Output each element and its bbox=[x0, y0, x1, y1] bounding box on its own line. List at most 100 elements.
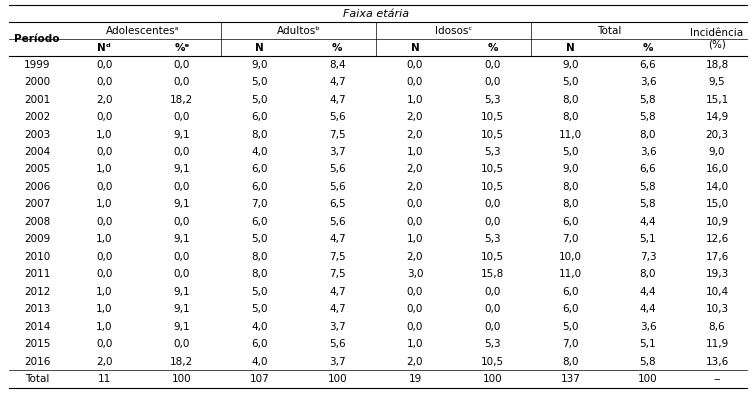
Text: 11,0: 11,0 bbox=[559, 130, 582, 140]
Text: 5,3: 5,3 bbox=[485, 95, 501, 105]
Text: 100: 100 bbox=[483, 374, 503, 384]
Text: 10,0: 10,0 bbox=[559, 252, 582, 262]
Text: 100: 100 bbox=[327, 374, 347, 384]
Text: 8,6: 8,6 bbox=[708, 321, 725, 332]
Text: 7,5: 7,5 bbox=[329, 252, 345, 262]
Text: 5,6: 5,6 bbox=[329, 339, 345, 349]
Text: Total: Total bbox=[25, 374, 49, 384]
Text: 15,0: 15,0 bbox=[705, 199, 729, 209]
Text: %ᵉ: %ᵉ bbox=[174, 42, 190, 53]
Text: 6,0: 6,0 bbox=[251, 182, 268, 192]
Text: 2,0: 2,0 bbox=[407, 182, 423, 192]
Text: 2001: 2001 bbox=[24, 95, 51, 105]
Text: 3,7: 3,7 bbox=[329, 356, 345, 367]
Text: 5,6: 5,6 bbox=[329, 112, 345, 122]
Text: 4,4: 4,4 bbox=[640, 217, 656, 227]
Text: 8,0: 8,0 bbox=[640, 269, 656, 279]
Text: 11,0: 11,0 bbox=[559, 269, 582, 279]
Text: 0,0: 0,0 bbox=[174, 147, 190, 157]
Text: 0,0: 0,0 bbox=[174, 60, 190, 70]
Text: 0,0: 0,0 bbox=[174, 182, 190, 192]
Text: 7,0: 7,0 bbox=[562, 234, 578, 244]
Text: 2004: 2004 bbox=[24, 147, 51, 157]
Text: 9,1: 9,1 bbox=[174, 234, 191, 244]
Text: 1,0: 1,0 bbox=[96, 130, 113, 140]
Text: N: N bbox=[566, 42, 575, 53]
Text: 5,0: 5,0 bbox=[251, 77, 268, 87]
Text: 2007: 2007 bbox=[24, 199, 51, 209]
Text: 0,0: 0,0 bbox=[174, 252, 190, 262]
Text: 10,3: 10,3 bbox=[705, 304, 729, 314]
Text: 11,9: 11,9 bbox=[705, 339, 729, 349]
Text: 12,6: 12,6 bbox=[705, 234, 729, 244]
Text: 0,0: 0,0 bbox=[174, 339, 190, 349]
Text: 0,0: 0,0 bbox=[485, 287, 500, 297]
Text: 0,0: 0,0 bbox=[407, 287, 423, 297]
Text: 5,8: 5,8 bbox=[640, 182, 656, 192]
Text: 0,0: 0,0 bbox=[96, 339, 113, 349]
Text: 0,0: 0,0 bbox=[96, 60, 113, 70]
Text: 7,0: 7,0 bbox=[562, 339, 578, 349]
Text: 6,0: 6,0 bbox=[562, 217, 578, 227]
Text: 0,0: 0,0 bbox=[174, 217, 190, 227]
Text: 100: 100 bbox=[172, 374, 192, 384]
Text: 8,0: 8,0 bbox=[562, 199, 578, 209]
Text: 9,1: 9,1 bbox=[174, 199, 191, 209]
Text: 137: 137 bbox=[560, 374, 581, 384]
Text: 5,8: 5,8 bbox=[640, 356, 656, 367]
Text: 0,0: 0,0 bbox=[407, 199, 423, 209]
Text: 1,0: 1,0 bbox=[96, 287, 113, 297]
Text: 10,4: 10,4 bbox=[705, 287, 729, 297]
Text: 3,6: 3,6 bbox=[640, 321, 656, 332]
Text: 1,0: 1,0 bbox=[407, 95, 423, 105]
Text: 17,6: 17,6 bbox=[705, 252, 729, 262]
Text: 9,1: 9,1 bbox=[174, 287, 191, 297]
Text: 1,0: 1,0 bbox=[407, 234, 423, 244]
Text: 1,0: 1,0 bbox=[96, 234, 113, 244]
Text: 3,7: 3,7 bbox=[329, 321, 345, 332]
Text: 8,0: 8,0 bbox=[562, 95, 578, 105]
Text: 0,0: 0,0 bbox=[485, 321, 500, 332]
Text: 15,1: 15,1 bbox=[705, 95, 729, 105]
Text: 18,8: 18,8 bbox=[705, 60, 729, 70]
Text: 5,3: 5,3 bbox=[485, 147, 501, 157]
Text: 0,0: 0,0 bbox=[174, 269, 190, 279]
Text: 2013: 2013 bbox=[24, 304, 51, 314]
Text: 0,0: 0,0 bbox=[407, 77, 423, 87]
Text: 0,0: 0,0 bbox=[407, 321, 423, 332]
Text: 10,5: 10,5 bbox=[481, 252, 504, 262]
Text: 3,6: 3,6 bbox=[640, 147, 656, 157]
Text: 18,2: 18,2 bbox=[170, 95, 194, 105]
Text: Período: Período bbox=[14, 34, 60, 44]
Text: 100: 100 bbox=[638, 374, 658, 384]
Text: 0,0: 0,0 bbox=[485, 217, 500, 227]
Text: 2,0: 2,0 bbox=[407, 356, 423, 367]
Text: 5,3: 5,3 bbox=[485, 339, 501, 349]
Text: Nᵈ: Nᵈ bbox=[98, 42, 111, 53]
Text: 0,0: 0,0 bbox=[485, 77, 500, 87]
Text: Total: Total bbox=[597, 26, 621, 36]
Text: 1,0: 1,0 bbox=[96, 304, 113, 314]
Text: 2005: 2005 bbox=[24, 165, 51, 174]
Text: 0,0: 0,0 bbox=[96, 112, 113, 122]
Text: 6,0: 6,0 bbox=[251, 112, 268, 122]
Text: 19: 19 bbox=[408, 374, 422, 384]
Text: --: -- bbox=[713, 374, 720, 384]
Text: 5,1: 5,1 bbox=[640, 234, 656, 244]
Text: 8,4: 8,4 bbox=[329, 60, 345, 70]
Text: 6,5: 6,5 bbox=[329, 199, 345, 209]
Text: Adultosᵇ: Adultosᵇ bbox=[277, 26, 321, 36]
Text: 0,0: 0,0 bbox=[174, 112, 190, 122]
Text: 4,4: 4,4 bbox=[640, 287, 656, 297]
Text: 7,5: 7,5 bbox=[329, 130, 345, 140]
Text: 2016: 2016 bbox=[24, 356, 51, 367]
Text: 14,0: 14,0 bbox=[705, 182, 729, 192]
Text: 5,8: 5,8 bbox=[640, 199, 656, 209]
Text: 0,0: 0,0 bbox=[96, 269, 113, 279]
Text: 7,5: 7,5 bbox=[329, 269, 345, 279]
Text: 5,1: 5,1 bbox=[640, 339, 656, 349]
Text: 1999: 1999 bbox=[24, 60, 51, 70]
Text: 0,0: 0,0 bbox=[485, 199, 500, 209]
Text: 20,3: 20,3 bbox=[705, 130, 729, 140]
Text: 2008: 2008 bbox=[24, 217, 51, 227]
